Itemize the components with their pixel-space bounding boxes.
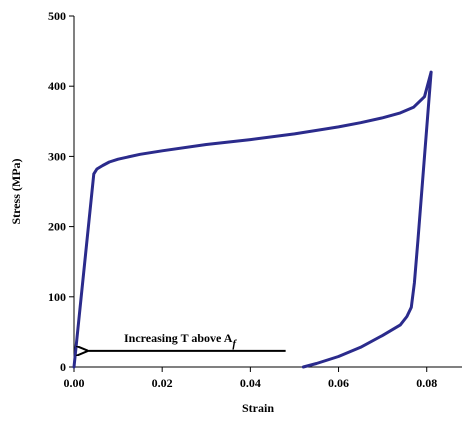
x-tick-label: 0.08 [416,376,437,390]
x-axis-label: Strain [242,401,274,415]
x-tick-label: 0.02 [152,376,173,390]
y-tick-label: 100 [48,290,66,304]
loading-curve [72,70,433,369]
x-tick-label: 0.04 [240,376,261,390]
unloading-curve [301,70,433,369]
annotation-text: Increasing T above Af [124,331,237,350]
y-tick-label: 400 [48,79,66,93]
y-tick-label: 200 [48,220,66,234]
y-tick-label: 300 [48,149,66,163]
y-tick-label: 0 [60,360,66,374]
annotation-subscript: f [232,338,237,350]
y-axis-label: Stress (MPa) [9,158,23,224]
y-tick-label: 500 [48,9,66,23]
x-tick-label: 0.06 [328,376,349,390]
x-tick-label: 0.00 [64,376,85,390]
